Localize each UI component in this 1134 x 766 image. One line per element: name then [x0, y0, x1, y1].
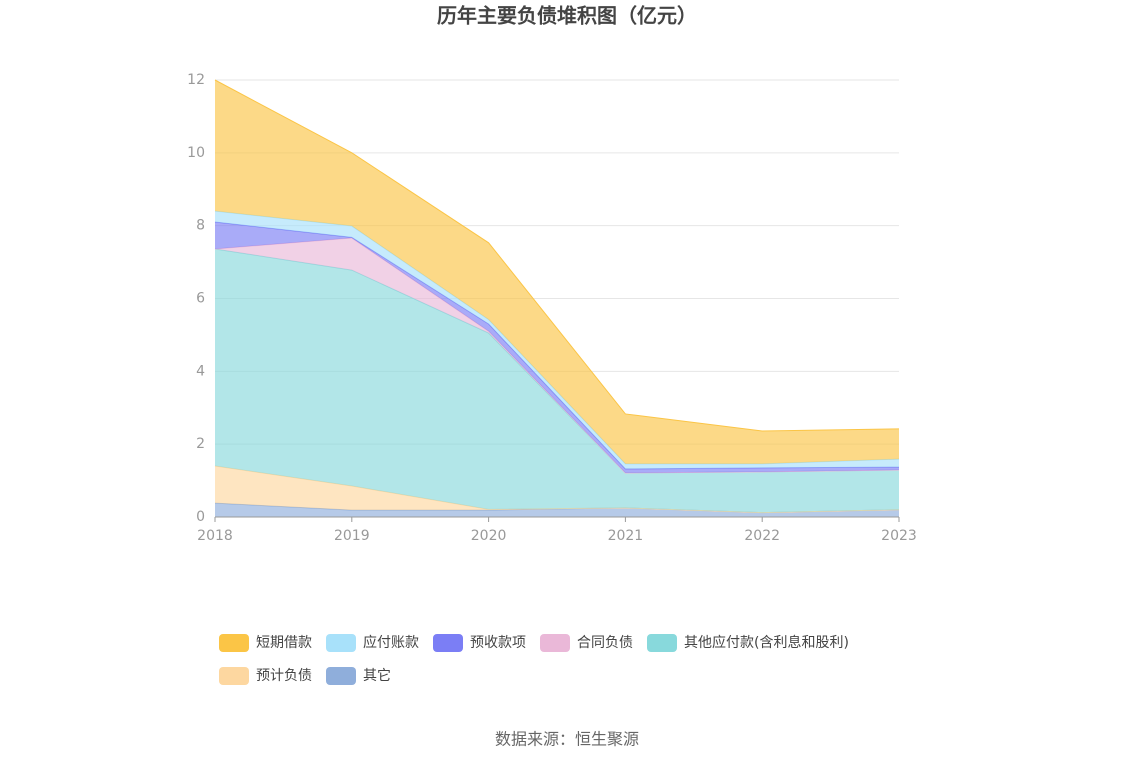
- legend-item: 合同负债: [540, 634, 633, 652]
- legend-swatch: [647, 634, 677, 652]
- x-tick-label: 2019: [334, 528, 370, 544]
- legend-swatch: [326, 634, 356, 652]
- source: 数据来源：恒生聚源: [495, 730, 639, 749]
- legend-label: 应付账款: [363, 634, 419, 651]
- plot-area: 0 2 4 6 8 10 12 2018 2019 2020 2021 2022 2023: [187, 72, 917, 544]
- legend-item: 应付账款: [326, 634, 419, 652]
- legend-label: 预计负债: [256, 668, 312, 684]
- legend-label: 短期借款: [256, 635, 312, 651]
- area-line: [214, 79, 900, 432]
- x-tick-label: 2018: [197, 528, 233, 544]
- legend-item: 预计负债: [219, 667, 312, 685]
- legend-item: 预收款项: [433, 634, 526, 652]
- x-tick-label: 2020: [471, 528, 507, 544]
- area: [215, 248, 899, 513]
- chart-title: 历年主要负债堆积图（亿元）: [437, 4, 697, 28]
- legend-swatch: [326, 667, 356, 685]
- y-tick-label: 12: [187, 72, 205, 88]
- legend: 短期借款 应付账款 预收款项 合同负债 其他应付款(含利息和股利) 预计负债 其它: [219, 634, 849, 685]
- area-line: [214, 465, 900, 514]
- legend-item: 短期借款: [219, 634, 312, 652]
- y-tick-label: 10: [187, 145, 205, 161]
- legend-label: 合同负债: [577, 635, 633, 651]
- legend-swatch: [219, 634, 249, 652]
- legend-label: 预收款项: [470, 635, 526, 651]
- area-line: [214, 210, 900, 465]
- legend-swatch: [433, 634, 463, 652]
- legend-swatch: [219, 667, 249, 685]
- legend-item: 其他应付款(含利息和股利): [647, 634, 849, 652]
- x-tick-label: 2022: [744, 528, 780, 544]
- area: [215, 466, 899, 513]
- y-tick-label: 4: [196, 363, 205, 379]
- legend-label: 其他应付款(含利息和股利): [684, 634, 849, 651]
- x-tick-label: 2023: [881, 528, 917, 544]
- legend-label: 其它: [363, 667, 391, 684]
- area: [215, 503, 899, 517]
- area: [215, 80, 899, 464]
- y-tick-label: 2: [196, 436, 205, 452]
- y-tick-label: 8: [196, 218, 205, 234]
- y-tick-label: 6: [196, 291, 205, 307]
- legend-swatch: [540, 634, 570, 652]
- y-tick-label: 0: [196, 509, 205, 525]
- x-tick-label: 2021: [608, 528, 644, 544]
- legend-item: 其它: [326, 667, 391, 685]
